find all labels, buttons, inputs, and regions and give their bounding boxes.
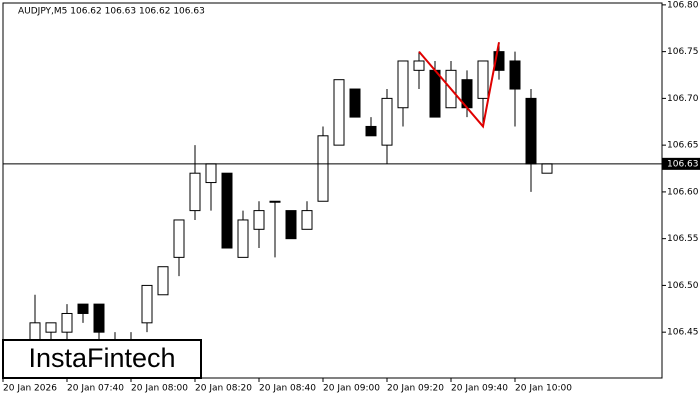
y-tick-label: 106.55 [667,234,699,244]
x-tick-label: 20 Jan 2026 [3,384,57,394]
candle-body [525,97,537,165]
candle-body [157,266,169,296]
price-label-box [662,157,700,170]
x-tick-label: 20 Jan 08:20 [195,384,252,394]
candle-body [381,97,393,146]
candle-body [397,60,409,109]
candle-body [205,163,217,184]
x-tick-label: 20 Jan 09:00 [323,384,380,394]
candle-body [173,219,185,258]
y-tick-label: 106.75 [667,47,699,57]
y-tick-label: 106.70 [667,94,699,104]
candle-body [237,219,249,258]
candle-body [317,135,329,202]
candle-body [301,210,313,230]
pattern-line [418,42,500,129]
candle-body [45,322,57,333]
chart-title: AUDJPY,M5 106.62 106.63 106.62 106.63 [18,7,205,17]
candle-body [349,88,361,118]
x-tick-label: 20 Jan 08:00 [131,384,188,394]
candle-body [269,200,281,203]
candle-body [413,60,425,71]
y-tick-label: 106.60 [667,187,699,197]
x-tick-label: 20 Jan 07:40 [67,384,124,394]
candle-body [493,51,505,71]
candle-body [429,69,441,118]
x-tick-label: 20 Jan 09:40 [451,384,508,394]
y-tick-label: 106.65 [667,141,699,151]
x-tick-label: 20 Jan 08:40 [259,384,316,394]
candle-body [253,210,265,230]
plot-frame [2,2,663,379]
candle-body [189,172,201,212]
candle-body [333,79,345,146]
logo: InstaFintech [28,343,175,373]
candle-body [77,303,89,314]
candle-body [509,60,521,90]
candle-body [541,163,553,174]
candle-body [93,303,105,333]
y-tick-label: 106.80 [667,0,699,10]
logo-box [2,339,202,379]
x-tick-label: 20 Jan 09:20 [387,384,444,394]
candle-body [61,312,73,333]
candle-body [221,172,233,249]
candle-body [141,284,153,324]
x-tick-label: 20 Jan 10:00 [515,384,572,394]
y-tick-label: 106.45 [667,328,699,338]
price-label: 106.63 [667,159,699,169]
candle-body [285,210,297,240]
candle-body [365,125,377,137]
y-tick-label: 106.50 [667,281,699,291]
candle-body [477,60,489,99]
